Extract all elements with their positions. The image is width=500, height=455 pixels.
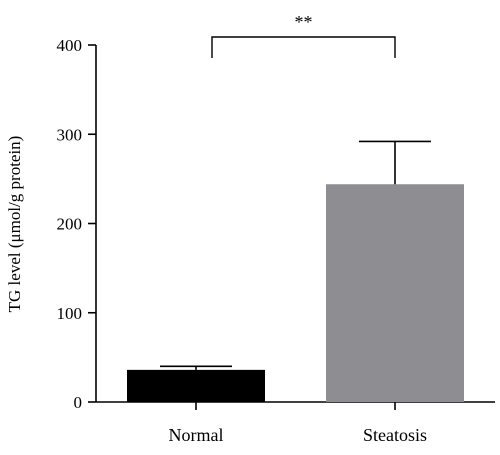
significance-bracket [211,36,396,58]
y-tick-label: 200 [57,215,83,234]
y-axis-ticks: 0 100 200 300 400 [57,36,96,412]
x-axis-labels: Normal Steatosis [169,402,427,445]
significance-label: ** [295,12,313,32]
y-tick-label: 400 [57,36,83,55]
x-tick-label: Normal [169,425,224,445]
y-axis-label: TG level (μmol/g protein) [5,136,24,313]
x-tick-label: Steatosis [363,425,427,445]
bars-group [127,140,464,402]
bar-normal [127,369,265,402]
y-tick-label: 300 [57,125,83,144]
significance-bracket-group: ** [211,12,396,58]
y-tick-label: 100 [57,304,83,323]
bar-steatosis [326,184,464,402]
y-tick-label: 0 [74,393,83,412]
